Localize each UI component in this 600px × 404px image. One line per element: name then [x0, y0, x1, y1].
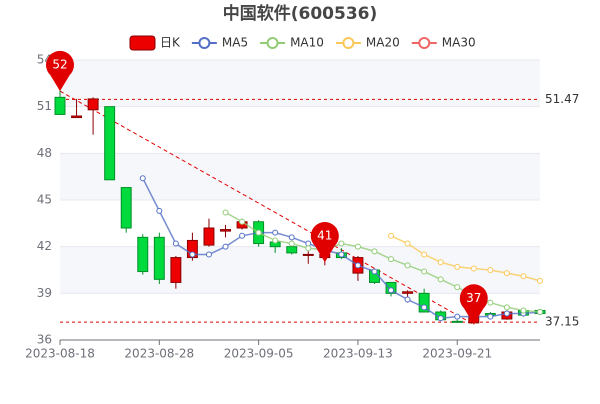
ma-point: [139, 175, 146, 182]
candle-body: [286, 246, 298, 254]
ma-point: [272, 237, 279, 244]
y-tick-label: 45: [37, 193, 52, 207]
ma-point: [487, 313, 494, 320]
ma-point: [503, 304, 510, 311]
ma-point: [189, 251, 196, 258]
ma-point: [156, 207, 163, 214]
candle-body: [186, 239, 198, 259]
ma-point: [537, 309, 543, 315]
ma-point: [288, 234, 295, 241]
mark-pin-label: 37: [466, 291, 481, 305]
ma-point: [454, 263, 461, 270]
ma-point: [421, 268, 428, 275]
candle-body: [402, 291, 414, 294]
legend-label: MA20: [366, 36, 400, 50]
candle-body: [71, 115, 83, 119]
ma-point: [222, 209, 229, 216]
ma-point: [503, 310, 510, 317]
y-tick-label: 42: [37, 239, 52, 253]
candle-body: [137, 236, 149, 273]
ma-point: [537, 277, 543, 284]
y-tick-label: 51: [37, 99, 52, 113]
y-tick-label: 48: [37, 146, 52, 160]
ma-point: [205, 251, 212, 258]
ma-point: [487, 299, 494, 306]
ma-point: [272, 229, 279, 236]
ma-point: [520, 307, 527, 314]
mark-pin-label: 52: [52, 58, 67, 72]
candle-body: [170, 257, 182, 283]
ma-point: [437, 276, 444, 283]
ma-point: [222, 243, 229, 250]
ma-point: [454, 313, 461, 320]
legend-icon: [198, 37, 211, 49]
legend-label: MA10: [290, 36, 324, 50]
candle-body: [104, 106, 116, 181]
ma-point: [338, 240, 345, 247]
ma-point: [172, 240, 179, 247]
ma-point: [338, 251, 345, 258]
ma-point: [354, 243, 361, 250]
chart-title: 中国软件(600536): [223, 3, 378, 24]
ma-point: [371, 248, 378, 255]
ma-point: [470, 265, 477, 272]
ma-point: [520, 273, 527, 280]
ma-point: [288, 240, 295, 247]
legend-label: MA30: [442, 36, 476, 50]
candle-body: [203, 227, 215, 246]
legend-icon: [129, 35, 156, 51]
mark-pin: [310, 222, 339, 263]
mark-pin-label: 41: [317, 229, 332, 243]
x-tick-label: 2023-08-18: [25, 347, 95, 361]
candle-body: [87, 98, 99, 111]
candle-body: [120, 187, 132, 229]
x-tick-label: 2023-09-13: [323, 347, 393, 361]
trend-line: [59, 90, 475, 325]
ma-point: [487, 267, 494, 273]
mark-pin: [459, 284, 488, 325]
ma-point: [421, 304, 428, 311]
ma-point: [388, 256, 395, 263]
ma-point: [305, 245, 312, 252]
x-tick-label: 2023-09-05: [224, 347, 294, 361]
ma-point: [239, 218, 246, 225]
mark-line-label: 37.15: [545, 315, 579, 329]
candle-body: [220, 229, 231, 232]
y-tick-label: 39: [37, 286, 52, 300]
ma-line: [390, 235, 541, 282]
ma-point: [371, 268, 378, 275]
ma-point: [437, 315, 444, 322]
ma-point: [388, 287, 395, 294]
ma-point: [437, 259, 444, 266]
split-area: [60, 153, 540, 200]
ma-point: [404, 240, 411, 247]
ma-point: [255, 229, 262, 236]
legend-icon: [342, 37, 355, 49]
ma-point: [404, 262, 411, 269]
legend-icon: [266, 37, 279, 49]
mark-pin: [46, 50, 75, 92]
candle-body: [418, 292, 430, 313]
ma-point: [454, 284, 461, 291]
legend-icon: [418, 37, 431, 49]
y-tick-label: 36: [37, 333, 52, 347]
ma-point: [354, 262, 361, 269]
legend-label: MA5: [222, 36, 248, 50]
ma-point: [388, 232, 395, 239]
candle-body: [153, 236, 165, 280]
mark-line-label: 51.47: [545, 92, 579, 106]
candle-body: [54, 96, 66, 115]
legend-label: 日K: [160, 36, 181, 50]
candle-body: [302, 253, 314, 256]
ma-point: [239, 232, 246, 239]
x-tick-label: 2023-08-28: [124, 347, 194, 361]
candle-body: [451, 320, 463, 323]
ma-point: [503, 270, 510, 277]
x-tick-label: 2023-09-21: [422, 347, 492, 361]
ma-point: [421, 251, 428, 258]
ma-point: [404, 296, 411, 303]
